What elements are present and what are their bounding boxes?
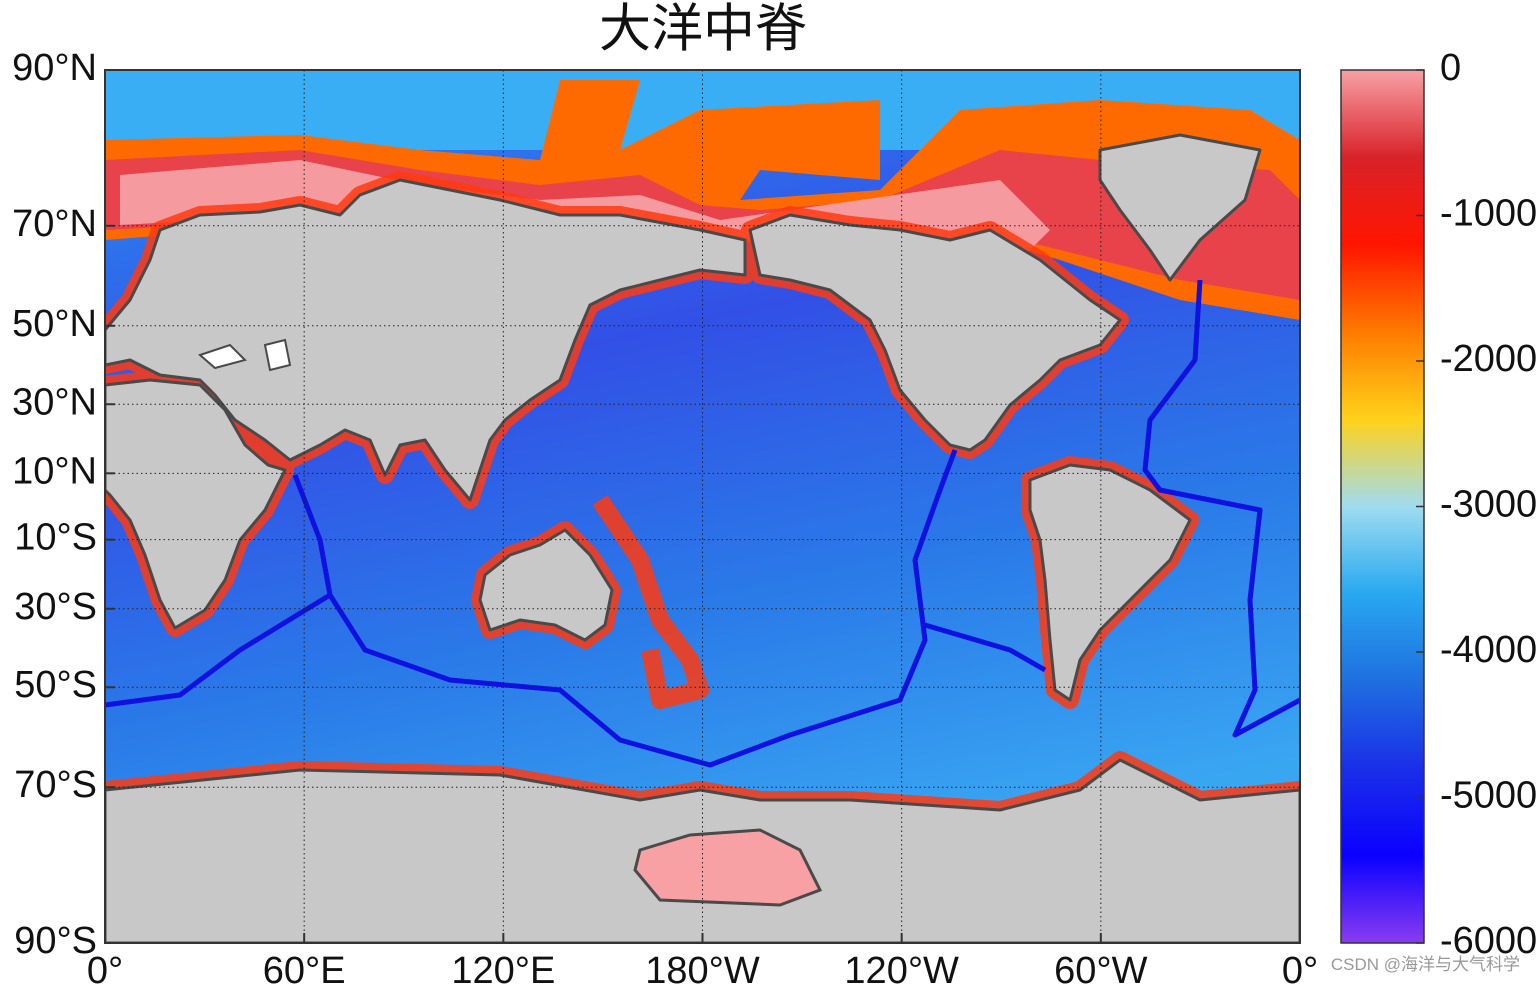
colorbar (1340, 69, 1425, 944)
title: 大洋中脊 (599, 1, 807, 59)
colorbar-tick-label: -5000 (1440, 775, 1536, 817)
lakes (198, 338, 292, 372)
lon-tick-label: 0° (87, 950, 123, 990)
lat-tick-label: 90°S (14, 920, 97, 962)
lat-tick-label: 50°N (12, 303, 97, 345)
lat-tick-label: 90°N (12, 47, 97, 89)
colorbar-tick-label: 0 (1440, 47, 1461, 89)
lon-tick-label: 120°E (451, 950, 555, 990)
lat-tick-label: 70°N (12, 203, 97, 245)
lon-tick-label: 60°W (1054, 950, 1147, 990)
lat-tick-label: 50°S (14, 664, 97, 706)
colorbar-tick-label: -3000 (1440, 484, 1536, 526)
lon-tick-label: 0° (1282, 950, 1318, 990)
lat-tick-label: 10°S (14, 517, 97, 559)
lat-tick-label: 30°S (14, 586, 97, 628)
map-area (105, 70, 1300, 943)
watermark: CSDN @海洋与大气科学 (1331, 955, 1520, 974)
mid-ocean-ridges (105, 279, 1300, 768)
lat-tick-label: 70°S (14, 764, 97, 806)
colorbar-tick-label: -1000 (1440, 193, 1536, 235)
colorbar-tick-label: -6000 (1440, 920, 1536, 962)
lat-tick-label: 10°N (12, 450, 97, 492)
colorbar-tick-label: -2000 (1440, 338, 1536, 380)
colorbar-tick-label: -4000 (1440, 629, 1536, 671)
shelf-orange (105, 80, 1300, 320)
ice-shelf (633, 828, 823, 907)
lon-tick-label: 60°E (263, 950, 346, 990)
lon-tick-label: 120°W (844, 950, 959, 990)
lon-tick-label: 180°W (645, 950, 760, 990)
lat-tick-label: 30°N (12, 381, 97, 423)
